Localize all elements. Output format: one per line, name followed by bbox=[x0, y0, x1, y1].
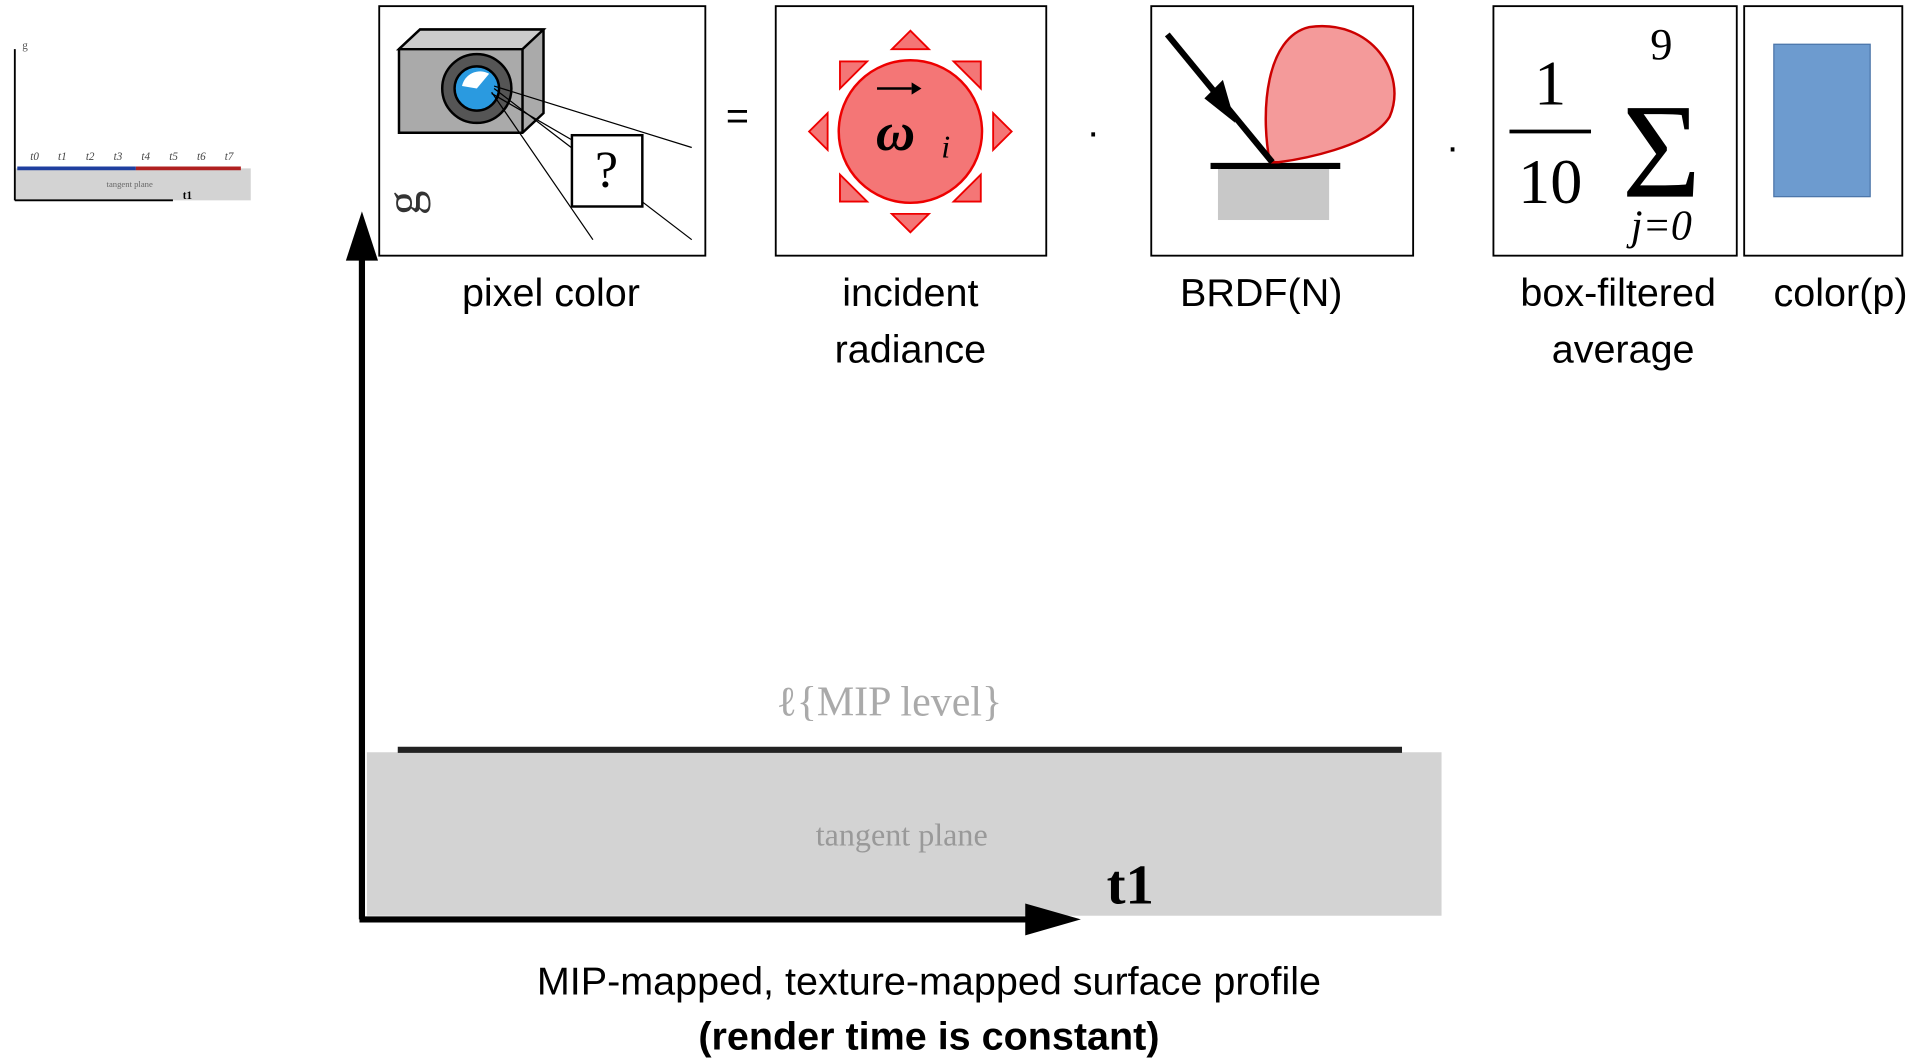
label: BRDF(N) bbox=[1180, 271, 1342, 315]
plane-label: tangent plane bbox=[816, 817, 988, 853]
color-box: color(p) bbox=[1744, 6, 1907, 315]
label: average bbox=[1552, 328, 1695, 372]
page: g t0 t1 t2 t3 t4 t5 t6 t7 tangent plane t1 ? pi… bbox=[0, 0, 1927, 1062]
question: ? bbox=[595, 142, 618, 199]
operator: · bbox=[1446, 125, 1459, 169]
tick-label: t4 bbox=[141, 151, 150, 163]
lower: j=0 bbox=[1626, 204, 1692, 250]
label: pixel color bbox=[462, 271, 640, 315]
profile: ℓ{MIP level} tangent plane t1 g MIP-mapp… bbox=[346, 191, 1442, 1059]
label: color(p) bbox=[1774, 271, 1908, 315]
denominator: 10 bbox=[1518, 146, 1582, 217]
subscript: i bbox=[941, 128, 950, 164]
axis-label: t1 bbox=[183, 190, 192, 202]
label: incident bbox=[842, 271, 978, 315]
symbol: ω bbox=[876, 102, 915, 162]
note: (render time is constant) bbox=[698, 1015, 1159, 1059]
axis-label: g bbox=[22, 40, 28, 52]
tick-label: t3 bbox=[114, 151, 123, 163]
slide: g t0 t1 t2 t3 t4 t5 t6 t7 tangent plane t1 ? pi… bbox=[0, 0, 1927, 1062]
axis-label: t1 bbox=[1107, 854, 1154, 917]
caption: MIP-mapped, texture-mapped surface profi… bbox=[537, 959, 1321, 1003]
brdf-box: BRDF(N) bbox=[1151, 6, 1413, 315]
tick-label: t0 bbox=[30, 151, 39, 163]
tick-label: t5 bbox=[169, 151, 178, 163]
radiance-box: ω i incident radiance bbox=[776, 6, 1047, 371]
pixel-box: ? pixel color bbox=[379, 6, 705, 315]
operator: = bbox=[726, 94, 749, 138]
tick-label: t1 bbox=[58, 151, 67, 163]
plane-label: tangent plane bbox=[107, 179, 153, 189]
tick-label: t6 bbox=[197, 151, 206, 163]
label: radiance bbox=[835, 328, 987, 372]
thumbnail: g t0 t1 t2 t3 t4 t5 t6 t7 tangent plane t1 bbox=[15, 40, 251, 202]
average-box: 1 10 Σ 9 j=0 box-filtered average bbox=[1493, 6, 1736, 371]
upper: 9 bbox=[1650, 19, 1672, 69]
swatch bbox=[1774, 44, 1870, 196]
tick-label: t7 bbox=[225, 151, 234, 163]
numerator: 1 bbox=[1534, 48, 1566, 119]
level-label: ℓ{MIP level} bbox=[777, 679, 1003, 725]
operator: · bbox=[1087, 110, 1100, 154]
label: box-filtered bbox=[1520, 271, 1715, 315]
tick-label: t2 bbox=[86, 151, 95, 163]
axis-label: g bbox=[376, 191, 431, 216]
